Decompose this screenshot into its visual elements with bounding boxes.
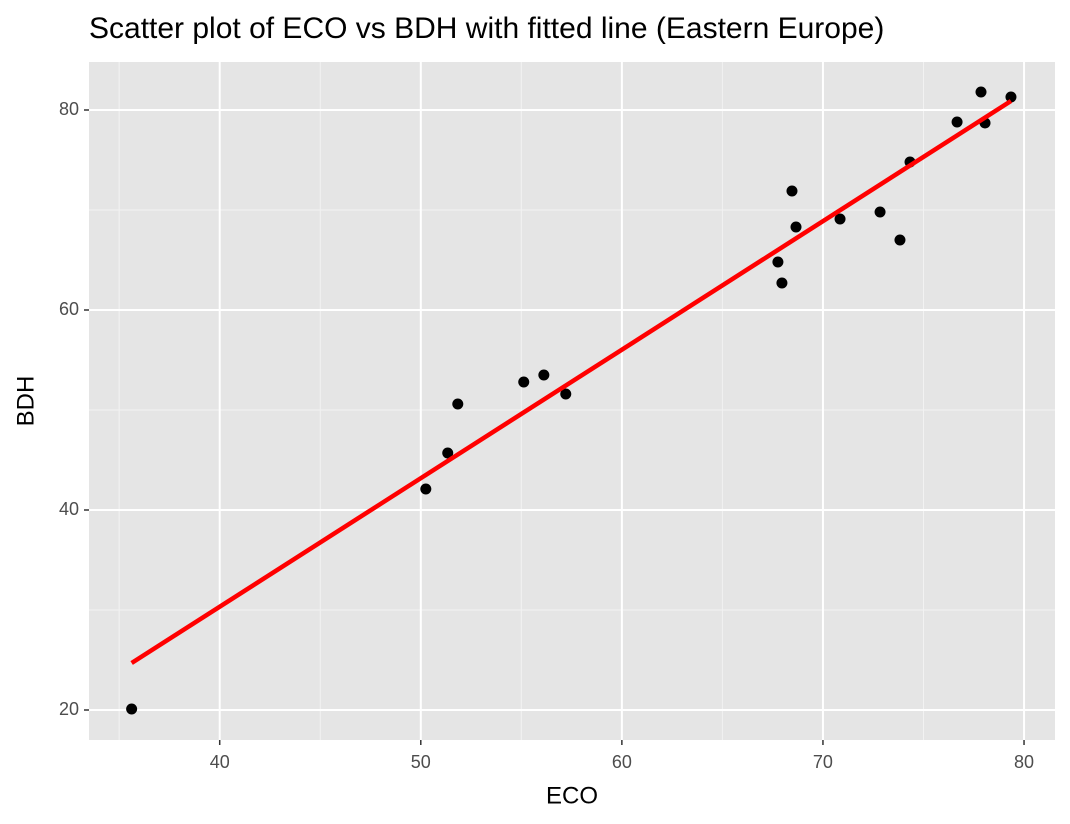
point: [790, 221, 802, 233]
y-axis-title: BDH: [12, 376, 39, 427]
x-tick-label: 50: [411, 752, 431, 772]
point: [772, 256, 784, 268]
point: [560, 388, 572, 400]
point: [1005, 91, 1017, 103]
point: [538, 369, 550, 381]
point: [975, 86, 987, 98]
x-axis-title: ECO: [546, 782, 598, 809]
point: [442, 447, 454, 459]
chart-title: Scatter plot of ECO vs BDH with fitted l…: [89, 12, 884, 45]
x-tick-label: 40: [210, 752, 230, 772]
point: [834, 213, 846, 225]
fitted-line: [130, 99, 1013, 665]
point: [126, 703, 138, 715]
y-tick-label: 60: [59, 299, 79, 319]
y-tick-label: 20: [59, 699, 79, 719]
point: [776, 277, 788, 289]
point: [786, 185, 798, 197]
point: [894, 234, 906, 246]
point: [951, 116, 963, 128]
x-tick-label: 80: [1014, 752, 1034, 772]
y-tick-label: 40: [59, 499, 79, 519]
y-tick-label: 80: [59, 99, 79, 119]
point: [452, 398, 464, 410]
x-tick-label: 60: [612, 752, 632, 772]
point: [874, 206, 886, 218]
point: [518, 376, 530, 388]
point: [420, 483, 432, 495]
x-tick-label: 70: [813, 752, 833, 772]
